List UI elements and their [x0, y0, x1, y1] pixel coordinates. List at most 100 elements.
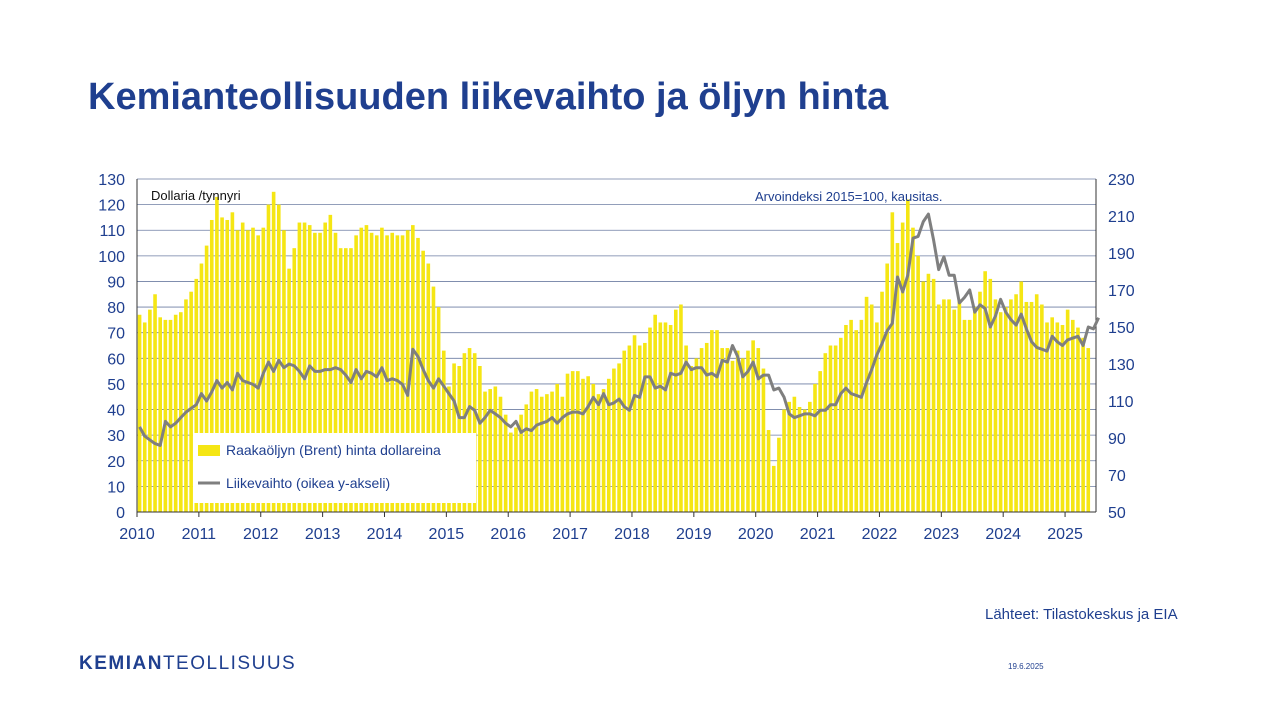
- oil-price-bar-86: [581, 378, 585, 512]
- oil-price-bar-97: [637, 345, 642, 512]
- x-tick-label-3: 2013: [305, 526, 341, 543]
- oil-price-bar-42: [354, 235, 358, 512]
- oil-price-bar-137: [844, 325, 848, 512]
- x-tick-label-2: 2012: [243, 526, 279, 543]
- oil-price-bar-159: [957, 299, 962, 512]
- oil-price-bar-162: [973, 307, 977, 512]
- oil-price-bar-27: [276, 204, 281, 512]
- oil-price-bar-150: [911, 227, 915, 512]
- x-tick-label-1: 2011: [182, 526, 217, 543]
- oil-price-bar-66: [478, 365, 482, 512]
- oil-price-bar-158: [952, 309, 957, 512]
- oil-price-bar-16: [220, 217, 224, 512]
- oil-price-bar-163: [978, 291, 982, 512]
- oil-price-bar-90: [601, 389, 606, 512]
- oil-price-bar-8: [179, 312, 183, 512]
- oil-price-bar-58: [436, 307, 441, 512]
- oil-price-bar-147: [895, 243, 900, 513]
- oil-price-bar-48: [385, 235, 389, 512]
- oil-price-bar-37: [328, 214, 333, 512]
- revenue-line: [138, 212, 1100, 447]
- oil-price-bar-148: [900, 222, 905, 513]
- oil-price-bar-179: [1060, 325, 1065, 512]
- oil-price-bar-82: [560, 396, 565, 512]
- oil-price-bar-175: [1040, 304, 1044, 512]
- oil-price-bar-74: [519, 414, 523, 512]
- oil-price-bar-25: [266, 204, 271, 512]
- oil-price-bar-173: [1029, 301, 1034, 512]
- oil-price-bar-10: [189, 291, 193, 512]
- oil-price-bar-125: [782, 409, 786, 512]
- oil-price-bar-152: [921, 281, 926, 512]
- oil-price-bar-0: [137, 314, 142, 512]
- oil-price-bar-87: [586, 376, 590, 512]
- oil-price-bar-151: [916, 255, 920, 512]
- oil-price-bar-85: [576, 371, 580, 512]
- x-tick-label-7: 2017: [552, 526, 588, 543]
- oil-price-bar-166: [993, 299, 998, 512]
- oil-price-bar-83: [565, 373, 570, 512]
- oil-price-bar-178: [1055, 322, 1060, 512]
- oil-price-bar-21: [246, 230, 250, 512]
- oil-price-bar-146: [890, 212, 895, 513]
- right-tick-label-4: 130: [1108, 357, 1135, 374]
- right-tick-label-8: 210: [1108, 209, 1135, 226]
- oil-price-bar-40: [344, 248, 348, 512]
- oil-price-bar-114: [725, 348, 730, 512]
- oil-price-bar-126: [787, 401, 792, 512]
- oil-price-bar-169: [1009, 299, 1013, 512]
- oil-price-bar-145: [885, 263, 889, 512]
- oil-price-bar-99: [648, 327, 652, 512]
- oil-price-bar-153: [926, 273, 931, 512]
- oil-price-bar-12: [199, 263, 204, 512]
- left-tick-label-11: 110: [99, 223, 125, 240]
- oil-price-bar-156: [942, 299, 946, 512]
- oil-price-bar-171: [1019, 281, 1024, 512]
- page-title: Kemianteollisuuden liikevaihto ja öljyn …: [88, 76, 889, 118]
- oil-price-bar-78: [539, 396, 544, 512]
- oil-price-bar-30: [292, 248, 297, 512]
- oil-price-bar-181: [1070, 319, 1075, 512]
- right-tick-label-1: 70: [1108, 468, 1126, 485]
- oil-price-bar-77: [534, 389, 539, 512]
- x-tick-label-9: 2019: [676, 526, 712, 543]
- source-note: Lähteet: Tilastokeskus ja EIA: [985, 606, 1178, 623]
- oil-price-bar-22: [251, 227, 255, 512]
- oil-price-bar-142: [869, 304, 874, 512]
- oil-price-bar-111: [710, 330, 714, 512]
- oil-price-bar-80: [550, 391, 554, 512]
- x-tick-label-11: 2021: [800, 526, 836, 543]
- oil-price-bar-95: [627, 345, 632, 512]
- oil-price-bar-29: [287, 268, 291, 512]
- oil-price-bar-84: [570, 371, 575, 512]
- oil-price-bar-117: [741, 358, 745, 512]
- oil-price-bar-18: [230, 212, 235, 513]
- logo-bold-part: KEMIAN: [79, 653, 163, 674]
- oil-price-bar-46: [374, 235, 379, 512]
- oil-price-bar-38: [333, 232, 338, 513]
- oil-price-bar-70: [498, 396, 503, 512]
- right-tick-label-7: 190: [1108, 246, 1135, 263]
- oil-price-bar-49: [390, 232, 395, 513]
- oil-price-bar-165: [988, 278, 993, 512]
- oil-price-bar-118: [746, 350, 750, 512]
- left-tick-label-8: 80: [107, 300, 125, 317]
- oil-price-bar-76: [529, 391, 534, 512]
- oil-price-bar-100: [653, 314, 657, 512]
- oil-price-bar-102: [663, 322, 668, 512]
- left-tick-label-0: 0: [116, 505, 125, 522]
- oil-price-bar-138: [849, 319, 853, 512]
- left-tick-label-9: 90: [107, 274, 125, 291]
- legend-label-oil-price: Raakaöljyn (Brent) hinta dollareina: [226, 442, 441, 458]
- oil-price-bar-93: [617, 363, 621, 512]
- legend: Raakaöljyn (Brent) hinta dollareina Liik…: [193, 433, 476, 503]
- oil-price-bar-72: [508, 432, 513, 512]
- x-tick-label-12: 2022: [862, 526, 898, 543]
- left-tick-label-2: 20: [107, 454, 125, 471]
- oil-price-bar-170: [1014, 294, 1018, 512]
- oil-price-bar-68: [488, 389, 492, 512]
- oil-price-bar-172: [1024, 301, 1029, 512]
- oil-price-bar-31: [297, 222, 302, 513]
- oil-price-bar-115: [730, 360, 735, 512]
